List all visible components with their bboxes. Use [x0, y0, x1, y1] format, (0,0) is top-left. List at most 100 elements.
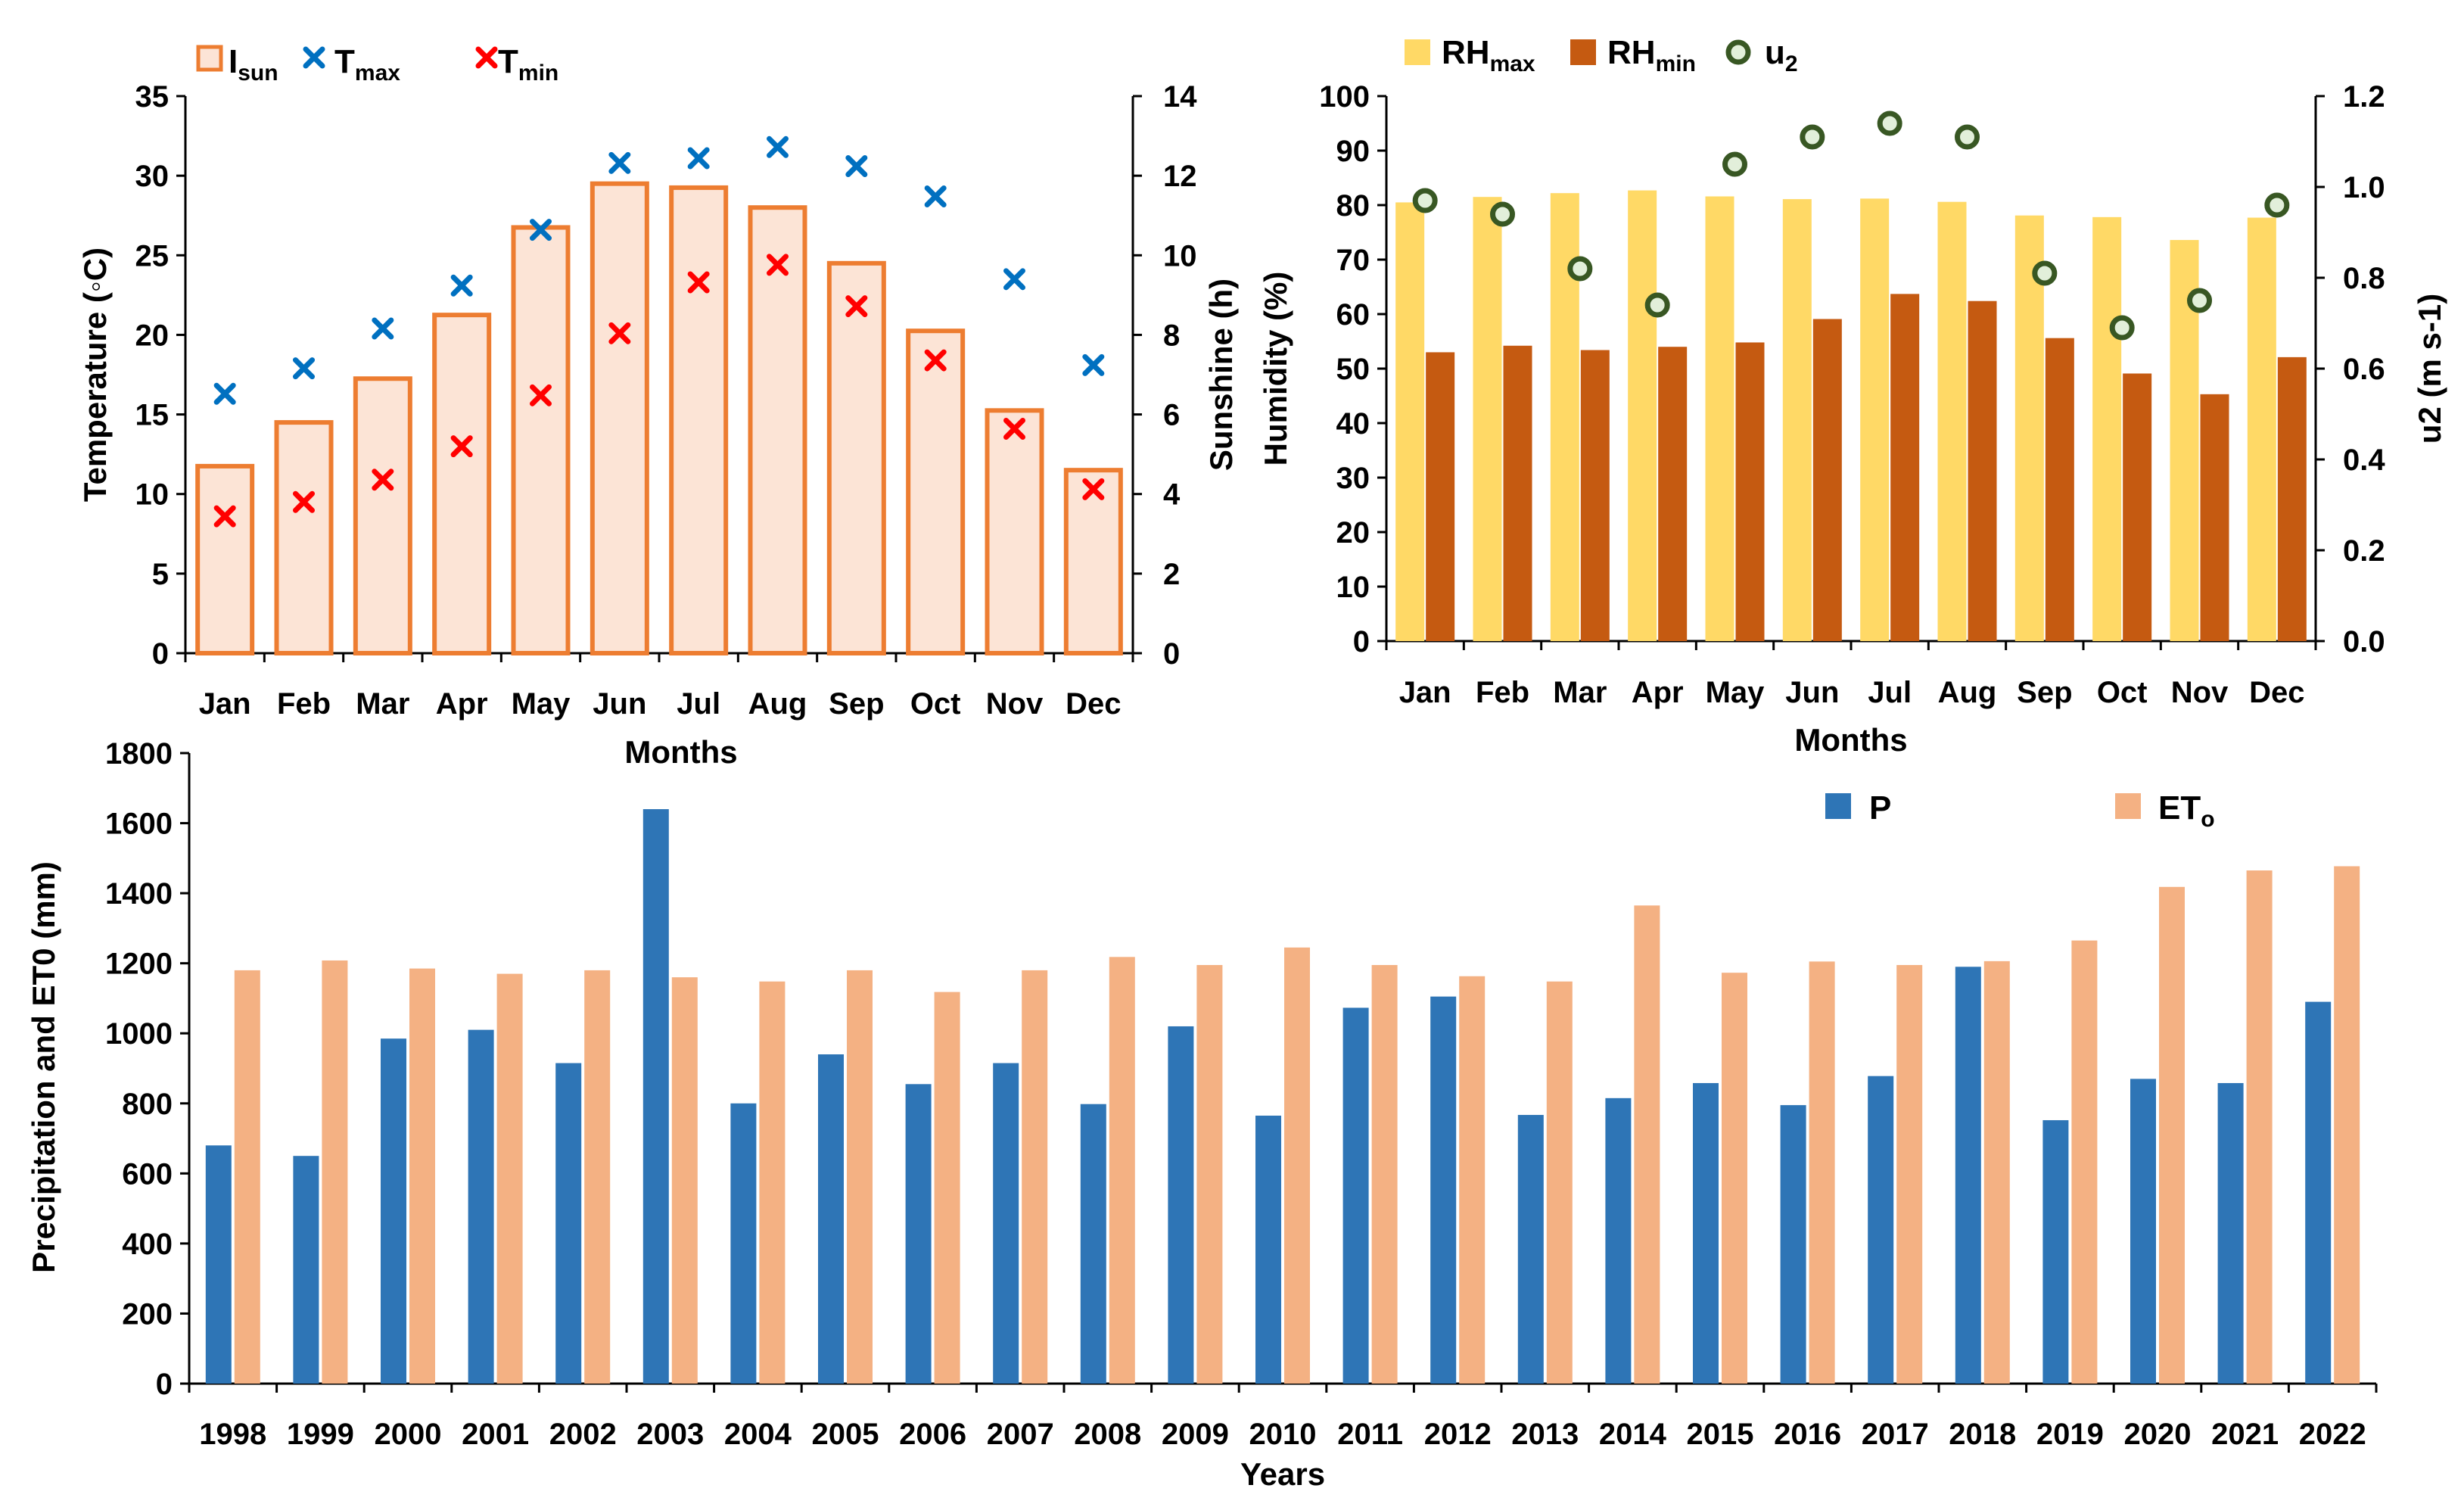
precipitation-bar: [2130, 1079, 2156, 1384]
u2-marker: [1567, 256, 1593, 282]
legend-tmax-label-sub: max: [355, 61, 400, 86]
legend-p-label-main: P: [1869, 789, 1891, 827]
x-tick-label: 2009: [1162, 1418, 1229, 1451]
y-tick-label: 25: [135, 239, 170, 272]
legend-tmin-marker: [475, 46, 498, 69]
u2-marker: [2187, 288, 2212, 313]
tmax-marker: [372, 317, 394, 340]
x-tick-label: Oct: [2097, 676, 2148, 709]
tmin-marker-stroke-b: [924, 349, 947, 372]
tmin-marker: [924, 349, 947, 372]
legend-tmax-marker-stroke-b: [303, 46, 325, 69]
y-tick-label: 50: [1336, 353, 1370, 386]
rhmin-bar: [1580, 350, 1610, 641]
tmax-marker: [687, 147, 710, 170]
x-tick-label: Aug: [748, 687, 807, 721]
eto-bar: [671, 977, 698, 1384]
tmax-marker: [767, 135, 789, 158]
x-tick-label: 2013: [1511, 1418, 1579, 1451]
tmax-marker: [530, 219, 552, 241]
precipitation-bar: [2042, 1119, 2069, 1384]
eto-bar: [847, 970, 873, 1384]
precipitation-bar: [1955, 967, 1981, 1384]
tmin-marker: [293, 490, 315, 513]
x-tick-label: 2007: [987, 1418, 1054, 1451]
y2-tick-label: 12: [1163, 160, 1197, 193]
y2-axis-label: Sunshine (h): [1203, 279, 1239, 471]
x-tick-label: Feb: [277, 687, 331, 721]
y-tick-label: 60: [1336, 298, 1370, 332]
y-tick-label: 15: [135, 399, 170, 432]
tmin-marker-stroke-b: [213, 505, 236, 528]
tmax-marker-stroke-b: [372, 317, 394, 340]
legend-isun-swatch: [196, 45, 223, 72]
x-tick-label: May: [512, 687, 571, 721]
u2-marker: [1490, 201, 1515, 227]
y2-tick-label: 2: [1163, 558, 1180, 591]
x-tick-label: 2005: [812, 1418, 879, 1451]
legend-rhmin-label-main: RH: [1607, 34, 1656, 71]
legend-u2-marker: [1725, 39, 1751, 65]
rhmax-bar: [1473, 197, 1502, 641]
x-tick-label: 2015: [1687, 1418, 1754, 1451]
x-tick-label: Jan: [199, 687, 251, 721]
tmax-marker: [450, 274, 473, 297]
precipitation-bar: [1255, 1115, 1281, 1384]
tmax-marker: [213, 382, 236, 405]
precipitation-bar: [1780, 1105, 1806, 1384]
rhmax-bar: [1705, 196, 1734, 642]
tmin-marker-stroke-b: [767, 254, 789, 276]
x-tick-label: Jan: [1399, 676, 1451, 709]
x-tick-label: Dec: [1066, 687, 1121, 721]
x-tick-label: Jul: [1868, 676, 1912, 709]
u2-marker: [1955, 124, 1980, 150]
x-tick-label: Oct: [910, 687, 961, 721]
legend-tmin-label-main: T: [498, 43, 518, 80]
tmax-marker-stroke-b: [1082, 353, 1105, 376]
x-tick-label: 2017: [1862, 1418, 1929, 1451]
eto-bar: [2071, 940, 2098, 1384]
y-axis-label: Temperature (◦C): [77, 248, 113, 502]
y-tick-label: 90: [1336, 135, 1370, 168]
tmax-marker: [1082, 353, 1105, 376]
sunshine-bar: [669, 185, 729, 655]
legend-tmax-label-main: T: [334, 43, 355, 80]
legend-eto-label-sub: o: [2201, 807, 2214, 832]
y-tick-label: 100: [1319, 80, 1370, 114]
tmin-marker: [845, 295, 868, 318]
eto-bar: [1809, 961, 1835, 1384]
rhmin-bar: [2123, 373, 2152, 641]
rhmax-bar: [2092, 216, 2122, 642]
y-tick-label: 1600: [105, 808, 173, 841]
x-tick-label: Aug: [1938, 676, 1997, 709]
tmin-marker: [608, 322, 631, 344]
precipitation-bar: [1342, 1007, 1369, 1384]
sunshine-bar: [432, 313, 492, 655]
y2-tick-label: 1.0: [2343, 171, 2385, 204]
y-tick-label: 0: [1353, 625, 1370, 658]
x-tick-label: Apr: [436, 687, 488, 721]
tmax-marker: [293, 357, 315, 380]
eto-bar: [1371, 964, 1398, 1384]
eto-bar: [234, 970, 260, 1384]
legend-u2-label: u2: [1765, 34, 1798, 76]
tmax-marker-stroke-b: [450, 274, 473, 297]
x-tick-label: 2018: [1949, 1418, 2016, 1451]
x-tick-label: 2001: [462, 1418, 529, 1451]
eto-bar: [934, 992, 960, 1384]
tmin-marker-stroke-b: [687, 271, 710, 294]
rhmax-bar: [1628, 190, 1657, 641]
x-axis-label: Years: [1240, 1456, 1325, 1492]
legend-rhmin-label: RHmin: [1607, 34, 1696, 76]
sunshine-bar: [985, 408, 1044, 655]
y-tick-label: 70: [1336, 244, 1370, 277]
x-tick-label: Nov: [986, 687, 1044, 721]
x-tick-label: 2000: [375, 1418, 442, 1451]
y-tick-label: 1400: [105, 877, 173, 911]
sunshine-bar: [195, 463, 255, 656]
y-tick-label: 10: [135, 478, 170, 512]
sunshine-bar: [353, 376, 412, 655]
x-tick-label: Nov: [2171, 676, 2229, 709]
tmax-marker-stroke-b: [767, 135, 789, 158]
